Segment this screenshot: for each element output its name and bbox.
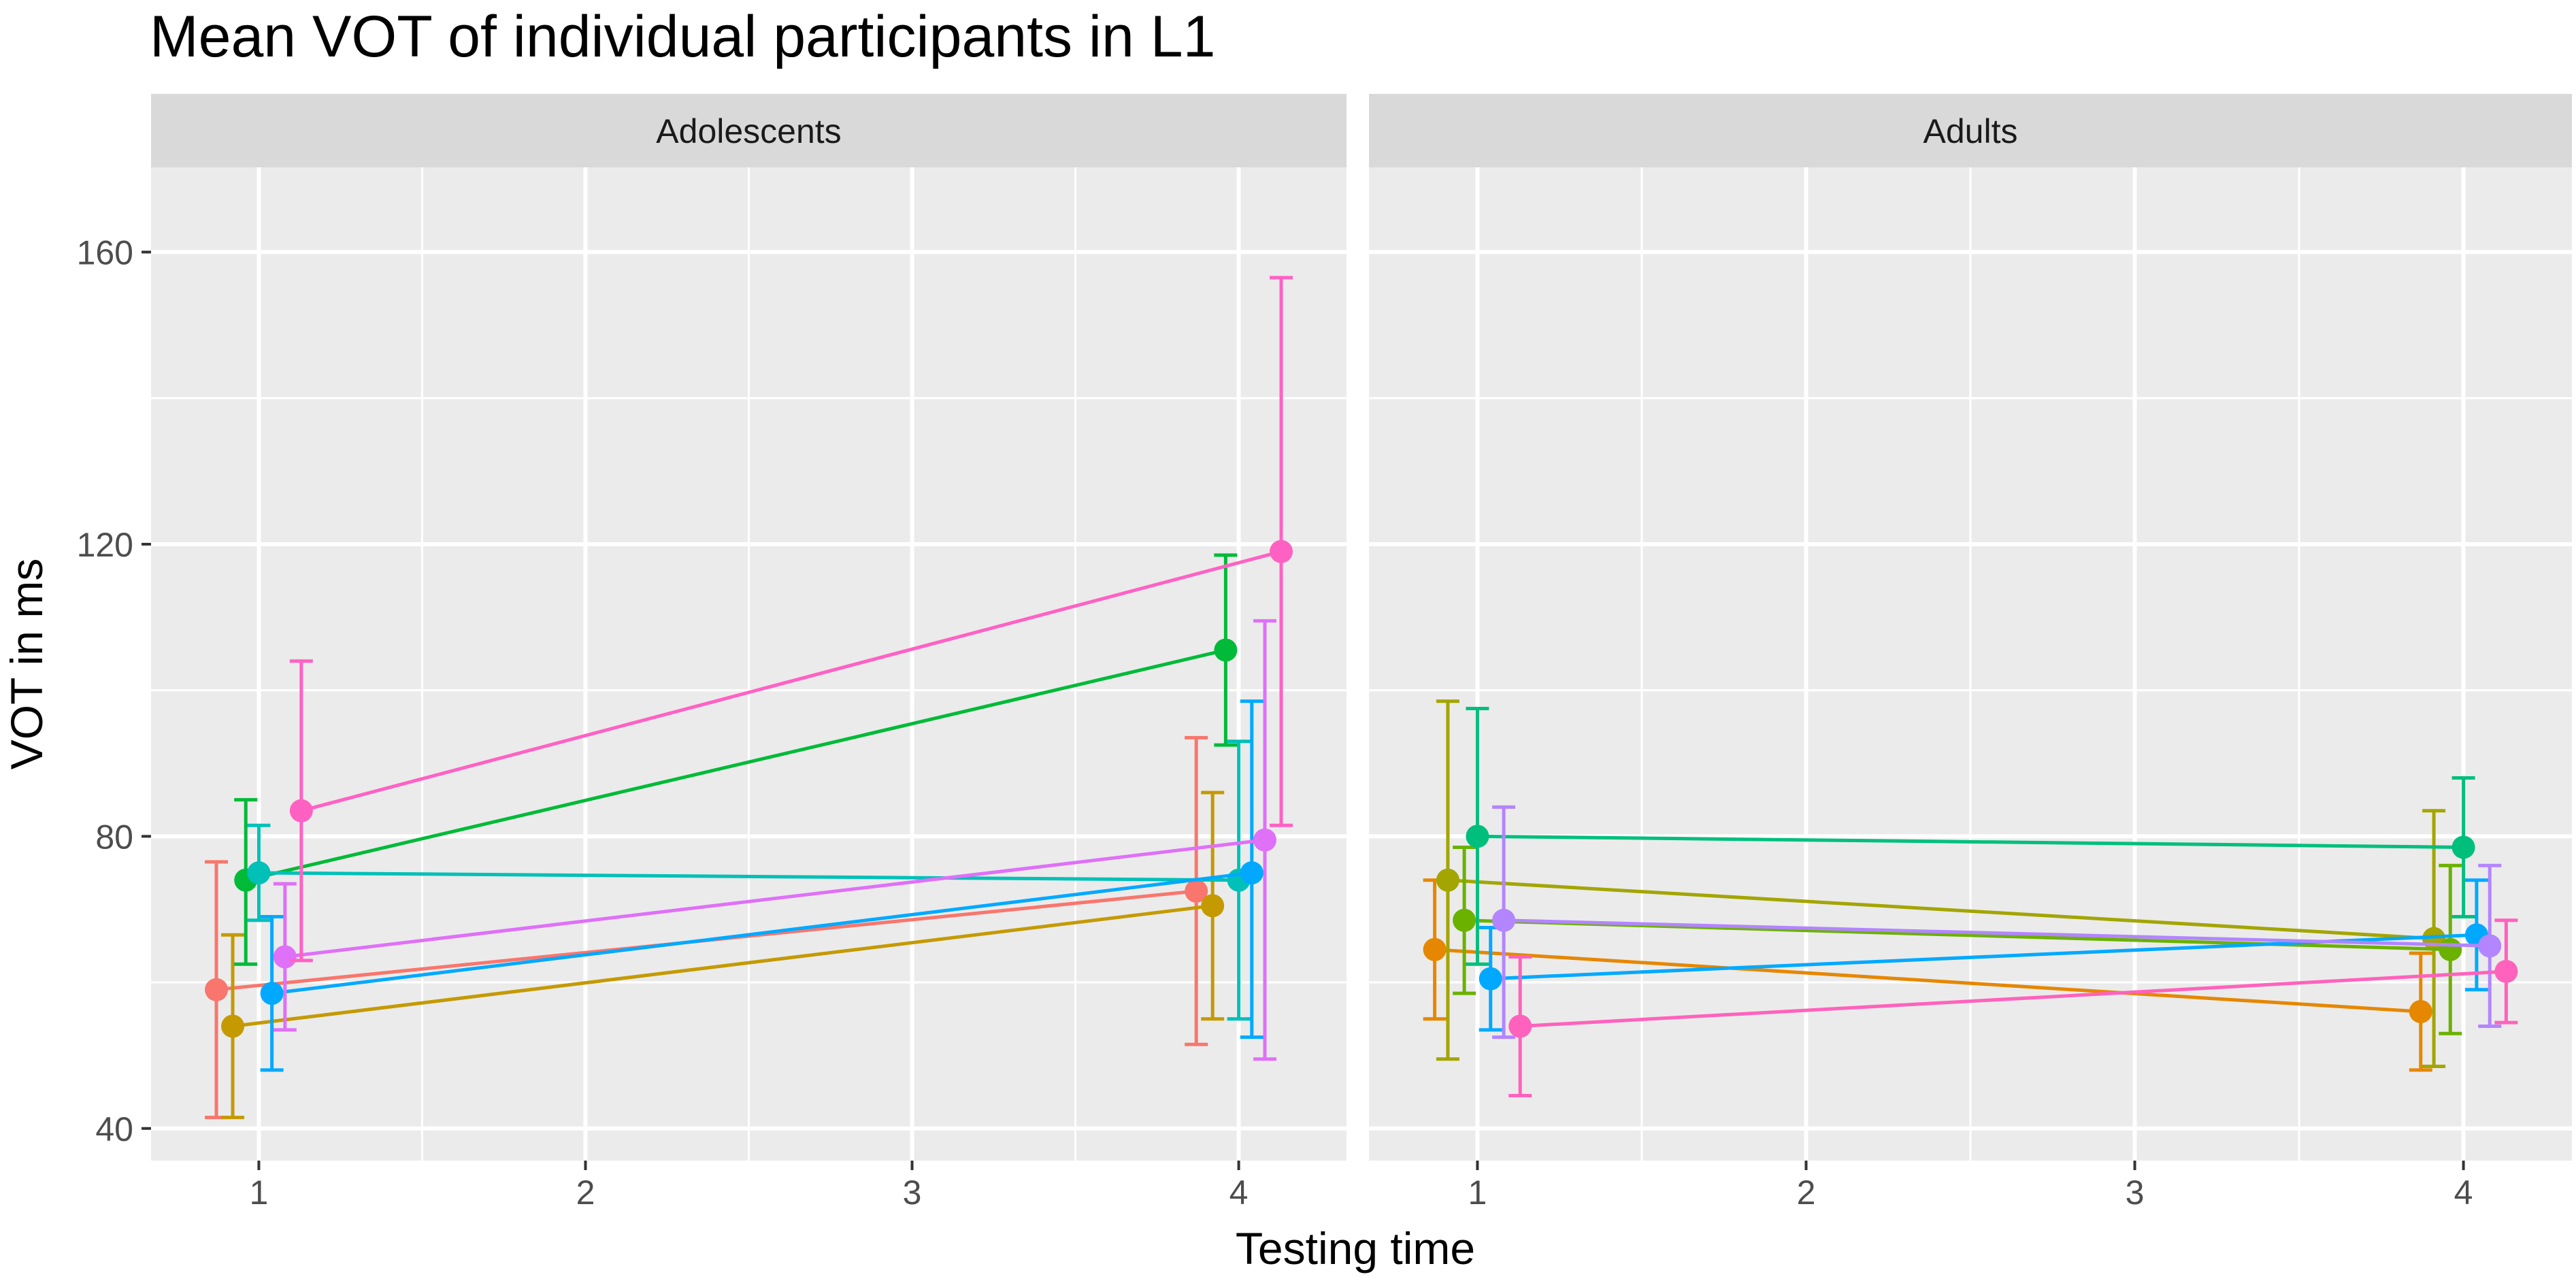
data-point: [1453, 908, 1476, 932]
y-axis: 40 80 120 160: [77, 234, 151, 1148]
data-point: [1214, 638, 1238, 662]
data-point: [1466, 825, 1489, 848]
data-point: [2409, 1000, 2432, 1023]
x-tick-label: 1: [250, 1174, 269, 1212]
y-tick-label: 160: [77, 234, 133, 272]
x-tick-label: 4: [1229, 1174, 1249, 1212]
series-line: [271, 871, 1253, 995]
data-point: [1185, 879, 1208, 903]
data-point: [2451, 835, 2475, 859]
series-line: [1434, 948, 2421, 1014]
series-adolescents: [205, 276, 1293, 1120]
y-tick-label: 120: [77, 526, 133, 564]
data-point: [221, 1014, 245, 1038]
data-point: [1240, 861, 1264, 885]
data-point: [1269, 539, 1293, 563]
data-point: [260, 982, 284, 1005]
series-adult-4: [1466, 706, 2475, 966]
x-tick-label: 2: [576, 1174, 595, 1212]
series-line: [232, 903, 1213, 1028]
series-line: [1477, 834, 2464, 849]
data-point: [2439, 937, 2462, 961]
series-line: [245, 648, 1226, 882]
series-adult-7: [1508, 918, 2518, 1097]
series-line: [301, 550, 1282, 813]
series-adult-1: [1423, 878, 2432, 1072]
series-line: [284, 838, 1266, 959]
data-point: [1201, 894, 1225, 918]
y-tick-label: 80: [95, 818, 133, 856]
data-point: [2478, 934, 2502, 958]
x-tick-label: 1: [1468, 1174, 1487, 1212]
y-axis-title: VOT in ms: [1, 559, 52, 770]
series-adolescent-3: [234, 553, 1238, 966]
data-point: [273, 945, 297, 969]
strip-adolescents: [151, 94, 1347, 167]
data-point: [1253, 828, 1276, 852]
data-point: [2494, 959, 2518, 983]
data-point: [1436, 868, 1459, 892]
series-adolescent-2: [221, 791, 1225, 1120]
series-adolescent-7: [289, 276, 1293, 963]
data-point: [1479, 967, 1502, 991]
x-tick-label: 2: [1797, 1174, 1816, 1212]
x-axis-adolescents: 1 2 3 4: [250, 1161, 1249, 1212]
x-axis-title: Testing time: [1236, 1223, 1475, 1274]
data-point: [1492, 908, 1516, 932]
strip-label-adults: Adults: [1923, 112, 2018, 150]
strip-adults: [1369, 94, 2572, 167]
series-line: [259, 871, 1239, 882]
series-line: [1447, 878, 2434, 941]
chart-title: Mean VOT of individual participants in L…: [150, 4, 1215, 69]
data-point: [247, 861, 271, 885]
x-axis-adults: 1 2 3 4: [1468, 1161, 2473, 1212]
series-line: [1503, 918, 2490, 948]
y-tick-label: 40: [95, 1110, 133, 1148]
x-tick-label: 4: [2454, 1174, 2473, 1212]
series-adult-2: [1436, 699, 2446, 1069]
data-point: [1508, 1014, 1532, 1038]
series-adult-6: [1492, 805, 2502, 1039]
series-line: [1520, 969, 2507, 1028]
x-tick-label: 3: [2126, 1174, 2145, 1212]
data-point: [205, 978, 229, 1001]
series-adolescent-6: [273, 619, 1276, 1061]
strip-label-adolescents: Adolescents: [656, 112, 841, 150]
series-adults: [1423, 699, 2518, 1097]
data-point: [1423, 937, 1447, 961]
x-tick-label: 3: [903, 1174, 922, 1212]
data-point: [289, 799, 313, 822]
series-adolescent-5: [260, 699, 1264, 1072]
